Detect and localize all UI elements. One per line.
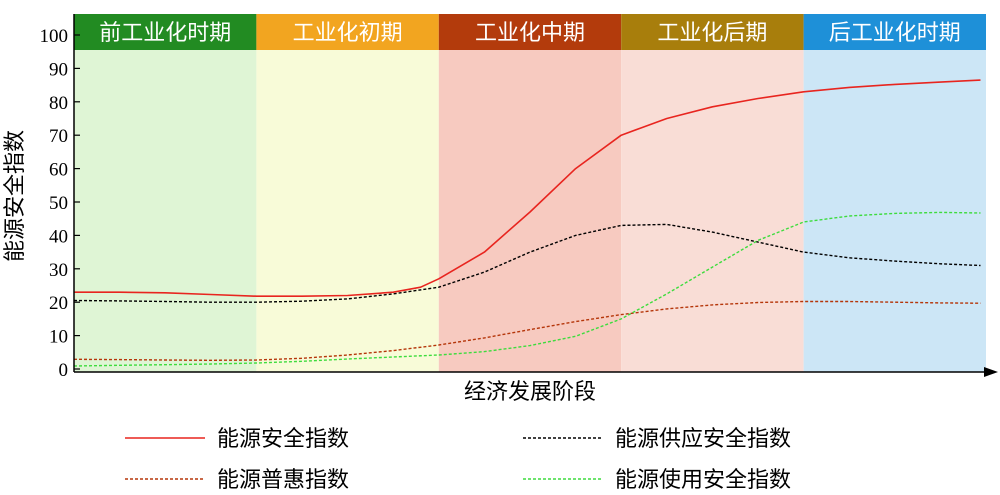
stage-label: 工业化中期 bbox=[475, 21, 585, 46]
stage-band bbox=[803, 50, 986, 372]
axes bbox=[73, 14, 998, 377]
y-tick-label: 30 bbox=[49, 260, 68, 281]
stage-header bbox=[256, 14, 439, 50]
y-tick-label: 0 bbox=[59, 360, 69, 381]
y-tick-label: 50 bbox=[49, 193, 68, 214]
y-tick-label: 40 bbox=[49, 226, 68, 247]
stage-header bbox=[621, 14, 804, 50]
stage-label: 工业化后期 bbox=[657, 21, 767, 46]
stage-header bbox=[438, 14, 622, 50]
stage-header bbox=[803, 14, 986, 50]
series-line bbox=[73, 300, 981, 361]
stage-bands bbox=[74, 50, 986, 372]
series-line bbox=[73, 223, 981, 303]
y-tick-label: 60 bbox=[49, 160, 68, 181]
stage-band bbox=[621, 50, 804, 372]
series-line bbox=[73, 211, 981, 367]
y-tick-label: 70 bbox=[49, 126, 68, 147]
stage-label: 前工业化时期 bbox=[99, 21, 231, 46]
stage-headers: 前工业化时期 工业化初期 工业化中期 工业化后期 后工业化时期 bbox=[74, 14, 986, 50]
y-axis-title: 能源安全指数 bbox=[3, 130, 28, 262]
y-ticks: 0 10 20 30 40 50 60 70 80 90 100 bbox=[40, 26, 80, 381]
y-tick-label: 100 bbox=[40, 26, 69, 47]
y-tick-label: 10 bbox=[49, 327, 68, 348]
stage-band bbox=[74, 50, 257, 372]
stage-band bbox=[256, 50, 439, 372]
series-line bbox=[74, 79, 981, 297]
stage-label: 工业化初期 bbox=[293, 21, 403, 46]
legend-label: 能源使用安全指数 bbox=[615, 468, 791, 493]
y-tick-label: 90 bbox=[49, 59, 68, 80]
series-lines bbox=[73, 79, 981, 367]
y-tick-label: 20 bbox=[49, 293, 68, 314]
legend-label: 能源供应安全指数 bbox=[615, 427, 791, 452]
stage-header bbox=[74, 14, 257, 50]
x-axis-arrow-icon bbox=[984, 367, 998, 377]
stage-label: 后工业化时期 bbox=[829, 21, 961, 46]
legend-label: 能源普惠指数 bbox=[217, 468, 349, 493]
legend-label: 能源安全指数 bbox=[217, 427, 349, 452]
x-axis-title: 经济发展阶段 bbox=[464, 380, 596, 405]
y-tick-label: 80 bbox=[49, 93, 68, 114]
